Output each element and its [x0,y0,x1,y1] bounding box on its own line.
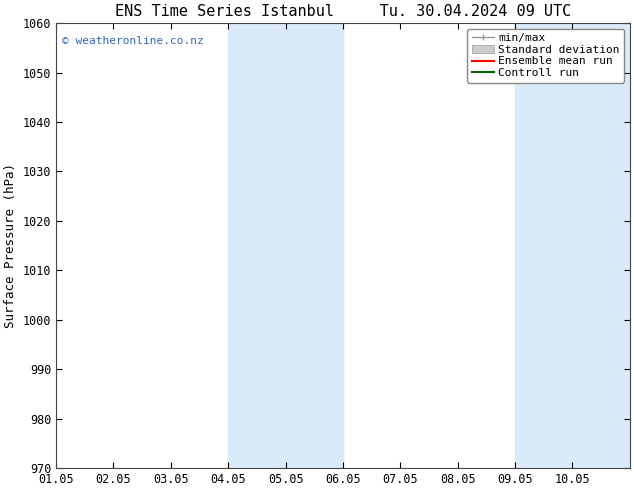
Title: ENS Time Series Istanbul     Tu. 30.04.2024 09 UTC: ENS Time Series Istanbul Tu. 30.04.2024 … [115,4,571,19]
Bar [515,23,630,468]
Legend: min/max, Standard deviation, Ensemble mean run, Controll run: min/max, Standard deviation, Ensemble me… [467,29,624,82]
Y-axis label: Surface Pressure (hPa): Surface Pressure (hPa) [4,163,17,328]
Text: © weatheronline.co.nz: © weatheronline.co.nz [62,36,204,47]
Bar [228,23,343,468]
